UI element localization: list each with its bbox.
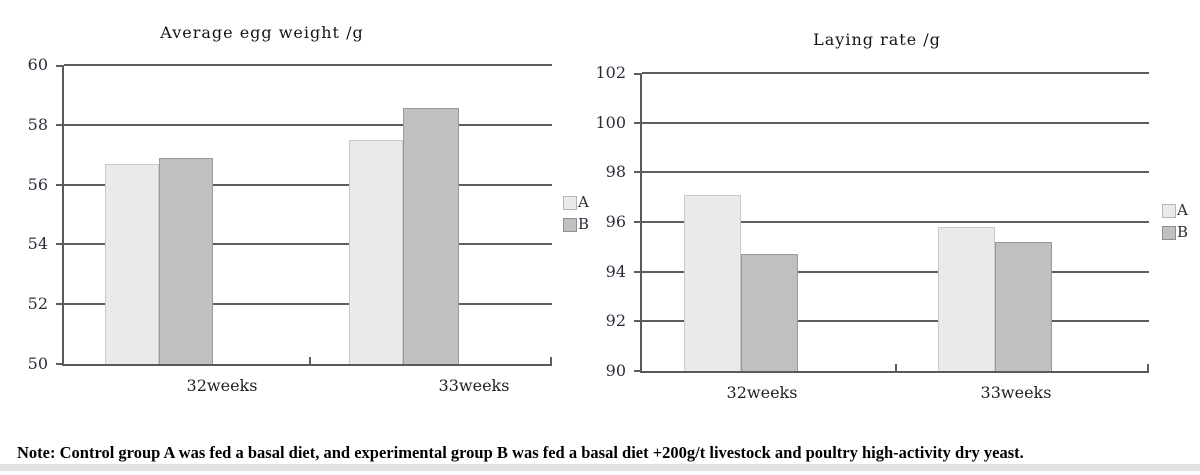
y-axis-label-96: 96: [605, 212, 626, 231]
y-axis-label-60: 60: [27, 55, 48, 74]
y-axis-label-102: 102: [595, 63, 626, 82]
x-axis-label-33weeks: 33weeks: [980, 383, 1052, 402]
y-axis-tick-102: [634, 73, 642, 75]
y-axis-label-92: 92: [605, 311, 626, 331]
legend-egg-weight: A B: [563, 195, 589, 239]
bar-B-33weeks: [403, 108, 459, 364]
legend-swatch-b: [563, 217, 577, 232]
legend-item-b: B: [563, 217, 589, 232]
gridline-54: [64, 243, 552, 246]
y-axis-tick-96: [634, 221, 642, 223]
bar-A-32weeks: [105, 163, 159, 364]
legend-label-a: A: [1177, 201, 1188, 219]
y-axis-tick-58: [56, 123, 64, 126]
gridline-56: [64, 183, 552, 186]
legend-swatch-b: [1162, 225, 1176, 240]
gridline-58: [64, 123, 552, 126]
x-axis-label-33weeks: 33weeks: [438, 376, 510, 395]
note-text: Note: Control group A was fed a basal di…: [17, 443, 1024, 462]
bar-B-32weeks: [159, 157, 213, 364]
y-axis-tick-94: [634, 270, 642, 273]
x-axis-label-32weeks: 32weeks: [186, 376, 258, 395]
gridline-98: [642, 171, 1149, 174]
y-axis-tick-52: [56, 303, 64, 306]
bar-A-33weeks: [938, 226, 995, 371]
y-axis-label-52: 52: [27, 294, 48, 314]
x-axis-mid-tick: [895, 364, 897, 371]
y-axis-tick-92: [634, 320, 642, 323]
bottom-strip: [0, 464, 1200, 471]
legend-label-a: A: [578, 193, 589, 211]
gridline-96: [642, 221, 1149, 223]
y-axis-label-56: 56: [27, 174, 48, 194]
legend-item-b: B: [1162, 225, 1188, 240]
bar-A-32weeks: [684, 194, 741, 371]
gridline-100: [642, 121, 1149, 124]
y-axis-label-54: 54: [27, 234, 48, 254]
legend-item-a: A: [563, 195, 589, 210]
legend-label-b: B: [578, 215, 590, 233]
legend-label-b: B: [1177, 223, 1189, 241]
x-axis-label-32weeks: 32weeks: [726, 383, 798, 402]
legend-swatch-a: [1162, 203, 1176, 218]
y-axis-label-90: 90: [605, 361, 626, 380]
y-axis-label-50: 50: [27, 354, 48, 373]
legend-laying-rate: A B: [1162, 203, 1188, 247]
plot-area-egg-weight: 50 52 54 56 58 60 32weeks 33weeks: [28, 55, 552, 395]
legend-swatch-a: [563, 195, 577, 210]
gridline-52: [64, 303, 552, 306]
plot-area-laying-rate: 90 92 94 96 98 100 102 32weeks 33weeks: [595, 63, 1149, 402]
bar-B-33weeks: [995, 241, 1052, 371]
x-axis-end-tick: [1147, 364, 1149, 371]
gridline-94: [642, 270, 1149, 273]
y-axis-label-100: 100: [595, 112, 626, 132]
x-axis-end-tick: [550, 357, 552, 364]
x-axis-mid-tick: [309, 357, 311, 364]
bar-A-33weeks: [349, 139, 403, 364]
chart-title-laying-rate: Laying rate /g: [813, 30, 941, 49]
y-axis-tick-60: [56, 65, 64, 67]
gridline-92: [642, 320, 1149, 323]
y-axis-label-94: 94: [605, 261, 626, 281]
gridline-102: [642, 72, 1149, 74]
y-axis-tick-98: [634, 171, 642, 174]
y-axis-tick-54: [56, 243, 64, 246]
y-axis-tick-100: [634, 121, 642, 124]
y-axis-label-98: 98: [605, 162, 626, 182]
chart-title-egg-weight: Average egg weight /g: [160, 23, 364, 42]
y-axis-tick-56: [56, 183, 64, 186]
gridline-60: [64, 64, 552, 66]
y-axis-label-58: 58: [27, 114, 48, 134]
legend-item-a: A: [1162, 203, 1188, 218]
y-axis-tick-90: [634, 370, 642, 372]
y-axis-tick-50: [56, 363, 64, 365]
bar-B-32weeks: [741, 254, 798, 371]
